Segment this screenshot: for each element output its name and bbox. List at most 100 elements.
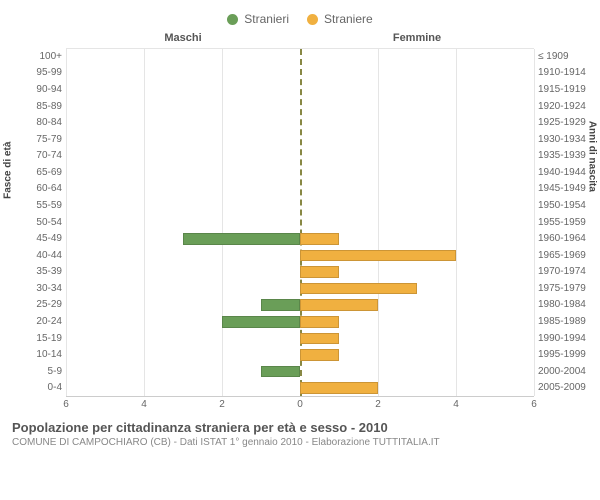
- chart-titles: Popolazione per cittadinanza straniera p…: [12, 420, 588, 448]
- x-tick: 4: [453, 399, 459, 410]
- chart-title: Popolazione per cittadinanza straniera p…: [12, 420, 588, 435]
- y-tick-age: 70-74: [36, 147, 62, 164]
- chart-row: [66, 314, 534, 331]
- bar-male: [261, 366, 300, 378]
- y-tick-birth: 1975-1979: [538, 280, 586, 297]
- chart-row: [66, 380, 534, 397]
- y-tick-age: 50-54: [36, 214, 62, 231]
- x-tick: 2: [219, 399, 225, 410]
- y-tick-birth: 1990-1994: [538, 330, 586, 347]
- y-tick-age: 15-19: [36, 330, 62, 347]
- chart-row: [66, 115, 534, 132]
- col-header-female: Femmine: [300, 32, 534, 48]
- y-tick-age: 25-29: [36, 297, 62, 314]
- y-tick-age: 85-89: [36, 98, 62, 115]
- y-tick-age: 10-14: [36, 346, 62, 363]
- chart-subtitle: COMUNE DI CAMPOCHIARO (CB) - Dati ISTAT …: [12, 437, 588, 448]
- y-tick-birth: 1980-1984: [538, 297, 586, 314]
- bar-female: [300, 250, 456, 262]
- x-tick: 0: [297, 399, 303, 410]
- y-tick-age: 20-24: [36, 313, 62, 330]
- y-tick-birth: 2000-2004: [538, 363, 586, 380]
- y-tick-birth: 1915-1919: [538, 81, 586, 98]
- x-tick: 2: [375, 399, 381, 410]
- x-tick: 6: [63, 399, 69, 410]
- legend-item-female: Straniere: [307, 12, 373, 26]
- chart-row: [66, 99, 534, 116]
- x-axis: 6420246: [66, 396, 534, 412]
- y-tick-age: 40-44: [36, 247, 62, 264]
- bar-female: [300, 316, 339, 328]
- legend-label-female: Straniere: [324, 12, 373, 26]
- bar-female: [300, 233, 339, 245]
- y-tick-birth: ≤ 1909: [538, 48, 569, 65]
- column-headers: Maschi Femmine: [66, 32, 534, 48]
- col-header-male: Maschi: [66, 32, 300, 48]
- y-tick-birth: 1985-1989: [538, 313, 586, 330]
- bar-male: [261, 299, 300, 311]
- bar-female: [300, 299, 378, 311]
- y-axis-label-right: Anni di nascita: [587, 121, 598, 192]
- y-tick-birth: 1970-1974: [538, 264, 586, 281]
- y-tick-birth: 1965-1969: [538, 247, 586, 264]
- chart-row: [66, 347, 534, 364]
- y-tick-age: 60-64: [36, 181, 62, 198]
- chart-row: [66, 363, 534, 380]
- bar-female: [300, 266, 339, 278]
- chart-row: [66, 264, 534, 281]
- chart-row: [66, 198, 534, 215]
- y-axis-right: ≤ 19091910-19141915-19191920-19241925-19…: [534, 32, 588, 412]
- y-tick-birth: 1950-1954: [538, 197, 586, 214]
- chart-row: [66, 49, 534, 66]
- chart-row: [66, 181, 534, 198]
- bar-female: [300, 333, 339, 345]
- legend-dot-male: [227, 14, 238, 25]
- y-tick-age: 80-84: [36, 114, 62, 131]
- y-tick-birth: 1910-1914: [538, 65, 586, 82]
- bar-female: [300, 382, 378, 394]
- y-tick-birth: 1925-1929: [538, 114, 586, 131]
- chart-row: [66, 132, 534, 149]
- y-tick-birth: 1920-1924: [538, 98, 586, 115]
- chart-row: [66, 330, 534, 347]
- chart-row: [66, 66, 534, 83]
- population-pyramid-chart: Fasce di età Anni di nascita 100+95-9990…: [12, 32, 588, 412]
- chart-rows: [66, 48, 534, 396]
- y-tick-birth: 1930-1934: [538, 131, 586, 148]
- y-tick-age: 35-39: [36, 264, 62, 281]
- y-tick-birth: 1955-1959: [538, 214, 586, 231]
- legend-dot-female: [307, 14, 318, 25]
- y-tick-age: 0-4: [48, 380, 62, 397]
- chart-row: [66, 297, 534, 314]
- bar-male: [222, 316, 300, 328]
- y-axis-label-left: Fasce di età: [3, 142, 14, 199]
- x-tick: 4: [141, 399, 147, 410]
- y-tick-age: 95-99: [36, 65, 62, 82]
- chart-row: [66, 148, 534, 165]
- y-axis-left: 100+95-9990-9485-8980-8475-7970-7465-696…: [12, 32, 66, 412]
- chart-row: [66, 165, 534, 182]
- chart-row: [66, 280, 534, 297]
- legend-item-male: Stranieri: [227, 12, 289, 26]
- legend: Stranieri Straniere: [12, 12, 588, 26]
- bar-female: [300, 349, 339, 361]
- y-tick-birth: 1935-1939: [538, 147, 586, 164]
- y-tick-birth: 1995-1999: [538, 346, 586, 363]
- y-tick-age: 45-49: [36, 230, 62, 247]
- bar-female: [300, 283, 417, 295]
- gridline: [534, 49, 535, 396]
- chart-row: [66, 231, 534, 248]
- chart-row: [66, 247, 534, 264]
- chart-row: [66, 82, 534, 99]
- y-tick-birth: 1960-1964: [538, 230, 586, 247]
- legend-label-male: Stranieri: [244, 12, 289, 26]
- y-tick-birth: 1940-1944: [538, 164, 586, 181]
- bar-male: [183, 233, 300, 245]
- y-tick-age: 90-94: [36, 81, 62, 98]
- y-tick-age: 100+: [39, 48, 62, 65]
- y-tick-birth: 2005-2009: [538, 380, 586, 397]
- y-tick-birth: 1945-1949: [538, 181, 586, 198]
- y-tick-age: 30-34: [36, 280, 62, 297]
- plot-area: Maschi Femmine 6420246: [66, 32, 534, 412]
- y-tick-age: 65-69: [36, 164, 62, 181]
